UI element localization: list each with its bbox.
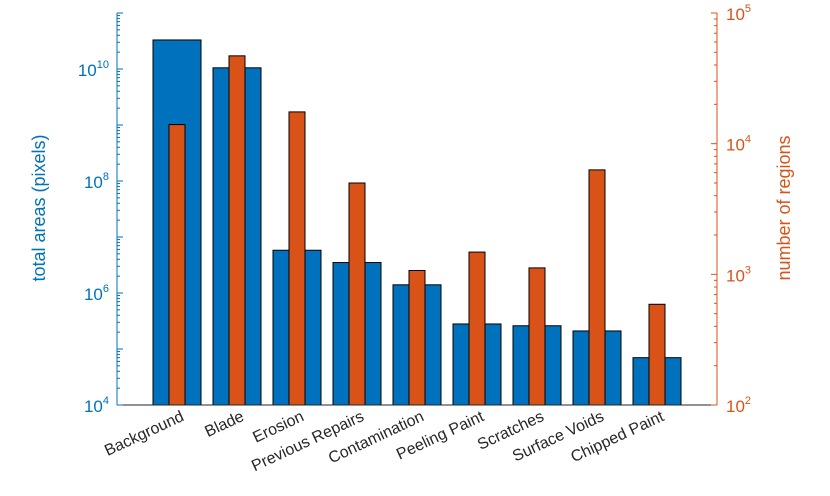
bar-region-count bbox=[408, 269, 426, 406]
left-axis-tick-label: 108 bbox=[84, 171, 109, 192]
category-label: Blade bbox=[202, 408, 246, 441]
left-axis-tick-label: 106 bbox=[84, 283, 109, 304]
y-axis-label-right: number of regions bbox=[774, 135, 794, 280]
bar-region-count bbox=[288, 111, 306, 406]
axes-layer bbox=[116, 12, 718, 406]
bar-region-count bbox=[228, 55, 246, 406]
left-axis-tick-label: 1010 bbox=[78, 59, 109, 80]
right-axis-tick-label: 103 bbox=[726, 264, 751, 285]
ticks-layer: 104 106 108 1010 102 103 104 105 bbox=[78, 3, 751, 416]
y-axis-label-left: total areas (pixels) bbox=[29, 134, 49, 281]
right-axis-tick-label: 104 bbox=[726, 134, 751, 155]
bar-region-count bbox=[468, 251, 486, 406]
bar-region-count bbox=[528, 267, 546, 406]
bar-region-count bbox=[348, 182, 366, 406]
bar-region-count bbox=[648, 303, 666, 406]
right-axis-tick-label: 102 bbox=[726, 395, 751, 416]
bar-region-count bbox=[588, 169, 606, 406]
bars-layer bbox=[152, 39, 682, 406]
left-axis-tick-label: 104 bbox=[84, 395, 109, 416]
bar-region-count bbox=[168, 124, 186, 406]
right-axis-tick-label: 105 bbox=[726, 3, 751, 24]
category-label: Background bbox=[102, 408, 187, 459]
